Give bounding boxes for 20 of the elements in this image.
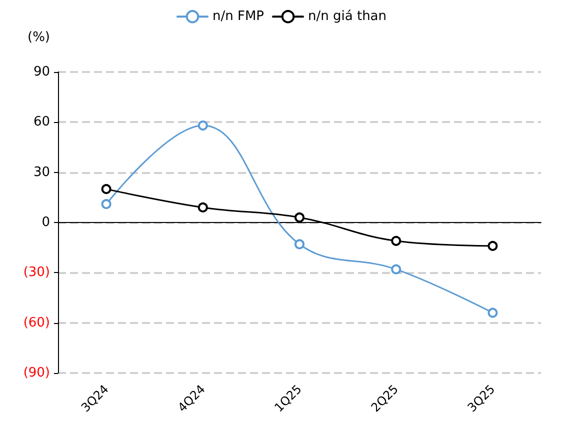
point [391, 264, 402, 274]
point [101, 199, 112, 210]
y-tick-label: (30) [23, 265, 50, 280]
y-axis-title: (%) [28, 30, 50, 45]
point [294, 239, 304, 250]
point [198, 202, 208, 212]
point [391, 236, 402, 246]
y-tick-label: (60) [23, 315, 50, 330]
legend-label: n/n FMP [212, 9, 264, 24]
point [294, 212, 304, 222]
y-tick-label: 0 [42, 215, 50, 230]
point [488, 308, 498, 318]
y-tick-label: (90) [23, 366, 50, 380]
point [101, 184, 112, 194]
y-tick-label: 30 [33, 164, 50, 180]
point [488, 240, 498, 251]
y-tick-label: 60 [33, 114, 50, 130]
y-tick-label: 90 [33, 64, 50, 80]
legend-label: n/n giá than [308, 9, 387, 24]
point [198, 120, 208, 131]
